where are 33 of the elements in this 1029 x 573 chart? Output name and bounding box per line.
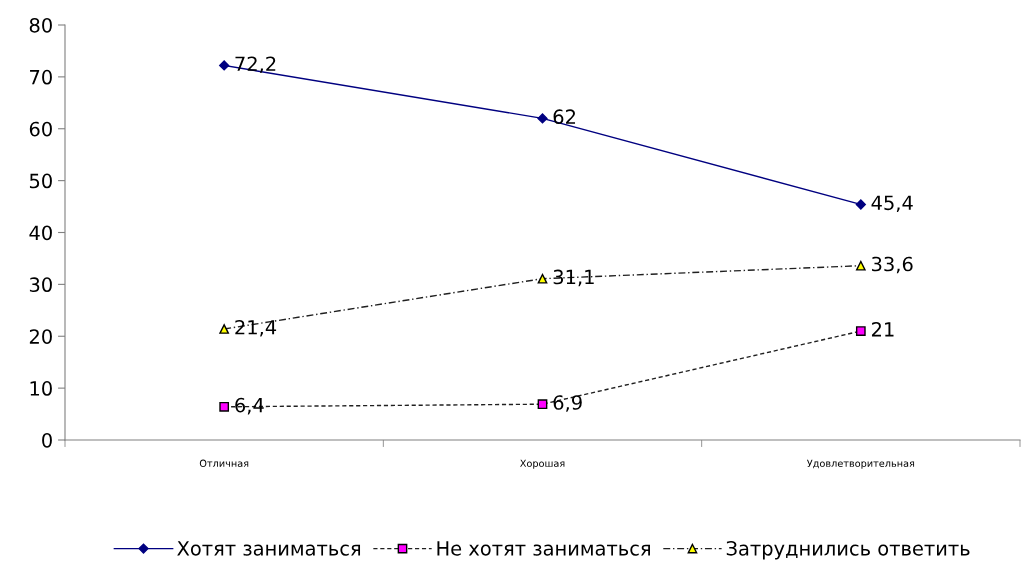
legend-label: Не хотят заниматься [437,541,650,556]
data-label: 62 [553,109,576,125]
data-label: 31,1 [553,269,594,287]
point [537,273,548,284]
x-tick-label: Удовлетворительная [806,459,915,469]
data-label: 33,6 [872,256,913,274]
x-tick-label: Хорошая [520,459,565,469]
y-tick-label: 10 [30,381,52,396]
y-tick-label: 30 [29,277,52,293]
point [537,399,548,410]
data-label: 21 [871,322,894,337]
data-label: 45,4 [871,195,913,213]
y-tick-label: 80 [29,17,52,33]
data-label: 6,9 [553,395,582,412]
data-label: 72,2 [235,56,276,74]
y-tick-label: 40 [29,225,52,241]
point [855,199,866,210]
legend-label: Хотят заниматься [177,541,361,556]
y-tick-label: 70 [30,69,52,85]
point [855,326,866,336]
point [219,60,230,71]
y-tick-label: 0 [42,432,52,448]
y-tick-label: 60 [29,121,52,137]
point [537,113,548,124]
x-tick-label: Отличная [199,459,249,467]
y-tick-label: 20 [29,329,52,344]
data-label: 6,4 [235,397,264,415]
legend-label: Затруднились ответить [726,540,970,560]
data-label: 21,4 [235,319,277,337]
point [855,260,866,271]
point [219,401,230,412]
point [219,324,230,334]
y-tick-label: 50 [29,173,52,189]
